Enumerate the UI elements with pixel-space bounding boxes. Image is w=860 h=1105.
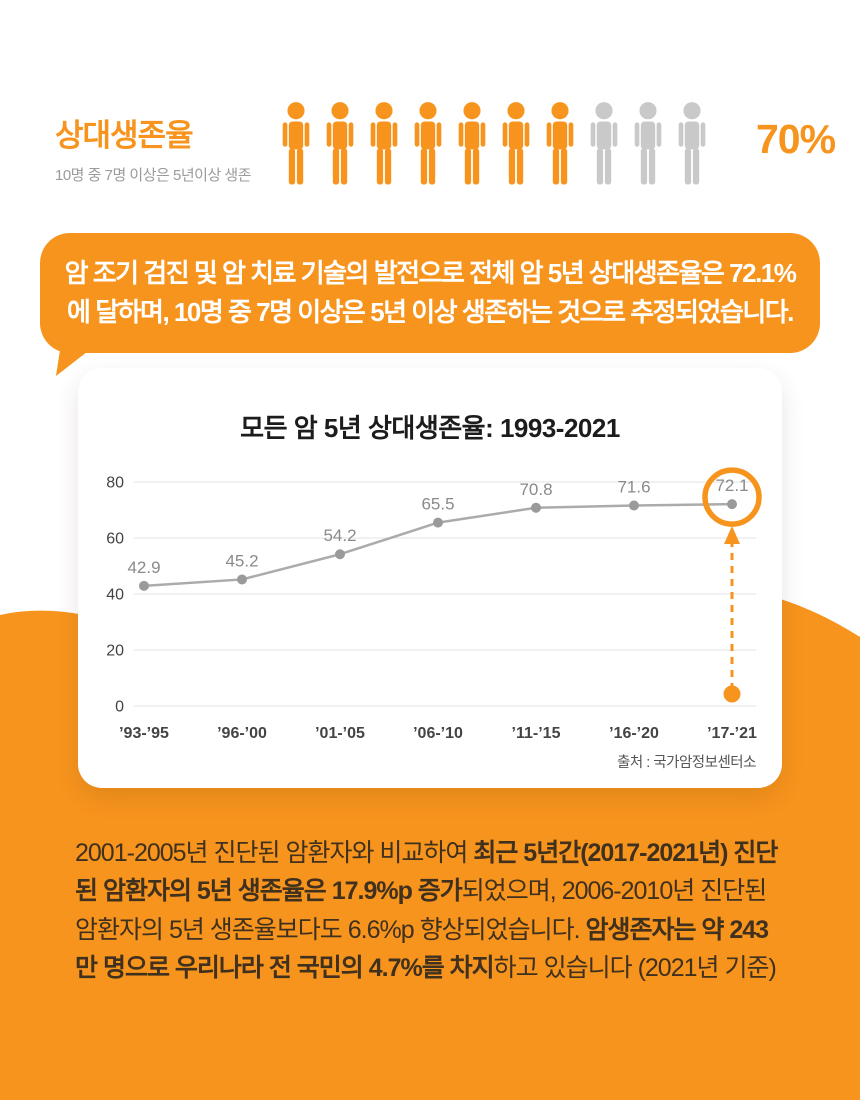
line-chart: 0 20 40 60 80 42.9 ’93-’95 45.2 ’96-’00 54.2 ’01-’…: [106, 467, 762, 742]
chart-card: 모든 암 5년 상대생존율: 1993-2021 0 20 40 60 80 42.9 ’9…: [78, 368, 782, 788]
person-icon: [282, 102, 310, 185]
footer-text-segment: 2001-2005년 진단된 암환자와 비교하여: [75, 839, 474, 867]
person-icon: [458, 102, 486, 185]
person-icon: [678, 102, 706, 185]
header-block: 상대생존율 10명 중 7명 이상은 5년이상 생존: [55, 110, 252, 185]
chart-source: 출처 : 국가암정보센터소: [617, 755, 757, 771]
svg-text:0: 0: [115, 699, 124, 716]
svg-text:54.2: 54.2: [323, 526, 356, 545]
svg-text:’16-’20: ’16-’20: [609, 725, 659, 742]
svg-text:42.9: 42.9: [127, 558, 160, 577]
svg-text:20: 20: [106, 643, 124, 660]
svg-text:’01-’05: ’01-’05: [315, 725, 365, 742]
page-title: 상대생존율: [55, 118, 194, 153]
svg-text:40: 40: [106, 587, 124, 604]
svg-text:’06-’10: ’06-’10: [413, 725, 463, 742]
speech-bubble: 암 조기 검진 및 암 치료 기술의 발전으로 전체 암 5년 상대생존율은 7…: [40, 233, 820, 353]
svg-text:’17-’21: ’17-’21: [707, 725, 757, 742]
svg-text:70.8: 70.8: [519, 480, 552, 499]
line-chart-container: 0 20 40 60 80 42.9 ’93-’95 45.2 ’96-’00 54.2 ’01-’…: [88, 452, 772, 752]
person-icon: [326, 102, 354, 185]
page-subtitle: 10명 중 7명 이상은 5년이상 생존: [55, 167, 252, 184]
person-icon: [634, 102, 662, 185]
svg-text:80: 80: [106, 475, 124, 492]
svg-text:60: 60: [106, 531, 124, 548]
person-icon: [370, 102, 398, 185]
svg-text:71.6: 71.6: [617, 478, 650, 497]
survival-rate-stat: 70%: [756, 116, 836, 162]
footer-text: 2001-2005년 진단된 암환자와 비교하여 최근 5년간(2017-202…: [75, 834, 789, 987]
chart-title: 모든 암 5년 상대생존율: 1993-2021: [240, 413, 620, 443]
footer-text-bold-segment: 최근 5년간(2017-2021년) 진단된 암환자의 5년 생존율은 17.9…: [75, 839, 778, 906]
person-icon: [414, 102, 442, 185]
svg-text:’96-’00: ’96-’00: [217, 725, 267, 742]
footer-text-segment: 되었으며, 2006-2010년 진단된 암환자의 5년 생존율보다도 6.6%…: [75, 877, 767, 944]
footer-text-bold-segment: 암생존자는 약 243만 명으로 우리나라 전 국민의 4.7%를 차지: [75, 915, 769, 982]
person-icons-row: [278, 101, 710, 187]
svg-text:72.1: 72.1: [715, 476, 748, 495]
svg-text:’93-’95: ’93-’95: [119, 725, 169, 742]
footer-text-segment: 하고 있습니다 (2021년 기준): [493, 953, 777, 982]
person-icon: [590, 102, 618, 185]
svg-text:’11-’15: ’11-’15: [512, 725, 561, 742]
person-icon: [546, 102, 574, 185]
svg-text:65.5: 65.5: [421, 495, 454, 514]
person-icon: [502, 102, 530, 185]
svg-text:45.2: 45.2: [225, 551, 258, 570]
